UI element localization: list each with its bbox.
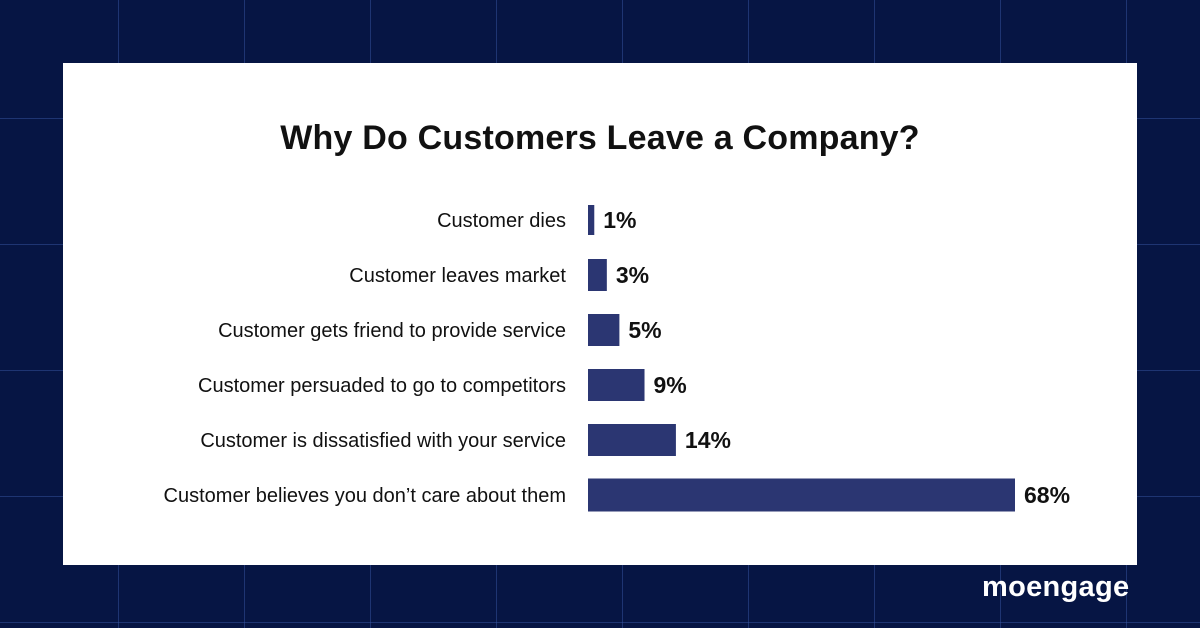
bar <box>588 478 1015 512</box>
category-label: Customer gets friend to provide service <box>218 320 566 342</box>
chart-title: Why Do Customers Leave a Company? <box>280 119 920 157</box>
category-label: Customer dies <box>437 210 566 232</box>
category-label: Customer is dissatisfied with your servi… <box>200 430 566 452</box>
value-label: 3% <box>616 262 649 288</box>
brand-logo: moengage <box>982 571 1130 603</box>
value-label: 5% <box>628 317 661 343</box>
category-label: Customer persuaded to go to competitors <box>198 375 566 397</box>
chart-card: Why Do Customers Leave a Company? Custom… <box>63 63 1137 565</box>
bar <box>588 314 620 346</box>
value-label: 9% <box>654 372 687 398</box>
bar-chart: Customer dies 1% Customer leaves market 3% C… <box>164 205 1070 512</box>
value-label: 68% <box>1024 482 1070 508</box>
bar <box>588 424 676 456</box>
value-label: 1% <box>603 207 636 233</box>
category-label: Customer believes you don’t care about t… <box>164 485 566 507</box>
bar <box>588 369 645 401</box>
category-label: Customer leaves market <box>349 265 566 287</box>
bar <box>588 205 595 235</box>
bar <box>588 259 607 291</box>
value-label: 14% <box>685 427 731 453</box>
